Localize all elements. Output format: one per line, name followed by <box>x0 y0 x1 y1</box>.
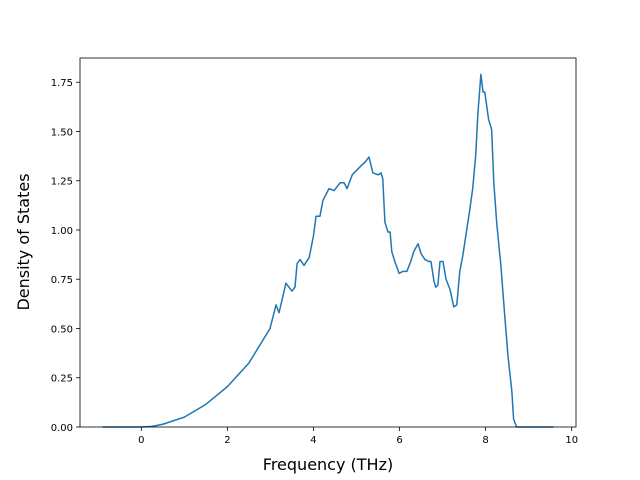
line-series <box>102 73 554 428</box>
y-tick-label: 0.50 <box>51 324 73 335</box>
x-tick-label: 10 <box>565 435 578 446</box>
x-axis-label: Frequency (THz) <box>263 455 393 474</box>
x-tick-label: 0 <box>138 435 144 446</box>
y-tick-label: 0.00 <box>51 423 73 434</box>
x-tick-label: 2 <box>224 435 230 446</box>
x-tick-label: 4 <box>310 435 316 446</box>
y-tick-label: 0.25 <box>51 374 73 385</box>
y-tick-label: 1.00 <box>51 226 73 237</box>
plot-frame <box>79 57 577 428</box>
y-tick-label: 1.50 <box>51 127 73 138</box>
y-tick-label: 1.25 <box>51 177 73 188</box>
y-tick-label: 0.75 <box>51 275 73 286</box>
y-tick-label: 1.75 <box>51 78 73 89</box>
y-axis-label: Density of States <box>14 173 33 310</box>
x-tick-label: 8 <box>482 435 488 446</box>
x-tick-label: 6 <box>396 435 402 446</box>
